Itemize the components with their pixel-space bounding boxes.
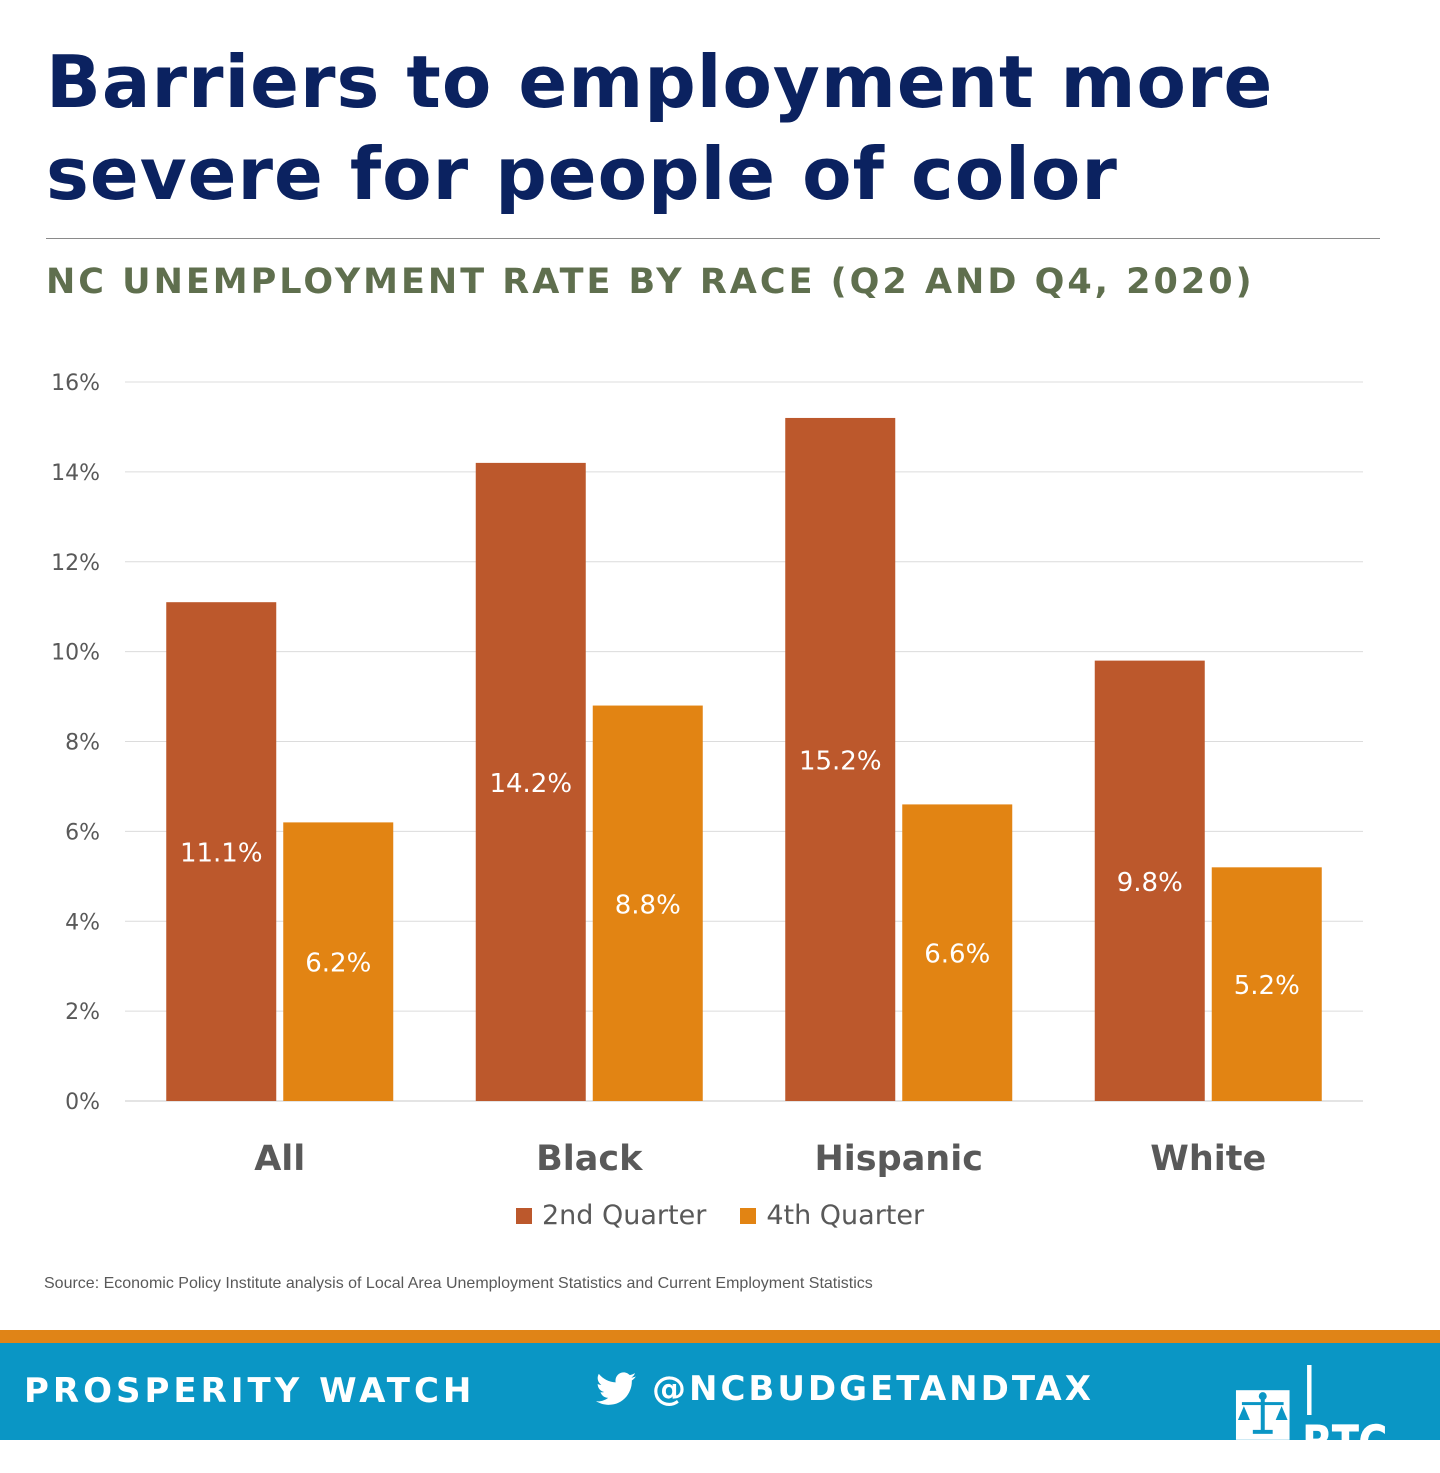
bar-q2 — [1094, 660, 1205, 1101]
x-category-label: White — [1150, 1139, 1266, 1179]
legend-swatch-q4 — [740, 1207, 757, 1224]
y-tick-label: 12% — [51, 551, 100, 576]
data-label: 14.2% — [489, 769, 572, 799]
data-label: 6.2% — [305, 949, 371, 979]
data-label: 5.2% — [1234, 971, 1300, 1001]
y-tick-label: 0% — [65, 1090, 100, 1115]
source-note: Source: Economic Policy Institute analys… — [44, 1275, 873, 1292]
chart-title: Barriers to employment more severe for p… — [46, 40, 1274, 216]
bar-q2 — [785, 417, 896, 1101]
y-tick-label: 10% — [51, 641, 100, 666]
twitter-handle-link[interactable]: @NCBUDGETANDTAX — [596, 1369, 1094, 1409]
bar-q4 — [902, 804, 1013, 1101]
legend-item-q4: 4th Quarter — [740, 1200, 924, 1231]
btc-logo: | BTC — [1232, 1357, 1440, 1473]
x-category-label: Hispanic — [815, 1139, 983, 1179]
bar-chart: 0% 2% 4% 6% 8% 10% 12% 14% 16% 11.1% 6.2% All 14.2% 8… — [51, 371, 1363, 1179]
title-divider — [46, 238, 1380, 239]
legend-label-q4: 4th Quarter — [766, 1200, 925, 1231]
legend-label-q2: 2nd Quarter — [542, 1200, 707, 1231]
chart-legend: 2nd Quarter 4th Quarter — [516, 1200, 958, 1231]
legend-swatch-q2 — [516, 1207, 532, 1224]
y-tick-label: 2% — [65, 1000, 100, 1025]
data-label: 11.1% — [180, 839, 263, 869]
data-label: 9.8% — [1117, 868, 1183, 898]
x-category-label: Black — [536, 1139, 643, 1179]
data-label: 15.2% — [799, 746, 882, 776]
twitter-handle: @NCBUDGETANDTAX — [652, 1369, 1094, 1409]
footer-bar: PROSPERITY WATCH @NCBUDGETANDTAX | BTC — [0, 1343, 1440, 1473]
bar-q2 — [166, 602, 277, 1101]
footer-accent-stripe — [0, 1330, 1440, 1343]
data-label: 6.6% — [924, 940, 990, 970]
x-category-label: All — [254, 1139, 305, 1179]
logo-text: | BTC — [1301, 1357, 1388, 1473]
legend-item-q2: 2nd Quarter — [516, 1200, 706, 1231]
footer-brand: PROSPERITY WATCH — [24, 1371, 476, 1411]
bar-q4 — [283, 822, 394, 1101]
bar-q2 — [475, 462, 586, 1101]
twitter-bird-icon — [596, 1372, 636, 1405]
y-tick-label: 16% — [51, 371, 100, 396]
data-label: 8.8% — [615, 890, 681, 920]
y-tick-label: 14% — [51, 461, 100, 486]
chart-subtitle: NC UNEMPLOYMENT RATE BY RACE (Q2 AND Q4,… — [46, 262, 1255, 302]
scales-of-justice-icon — [1235, 1390, 1290, 1440]
y-tick-label: 8% — [65, 731, 100, 756]
y-tick-label: 4% — [65, 910, 100, 935]
bar-q4 — [592, 705, 703, 1101]
bar-q4 — [1211, 867, 1322, 1101]
y-tick-label: 6% — [65, 820, 100, 845]
